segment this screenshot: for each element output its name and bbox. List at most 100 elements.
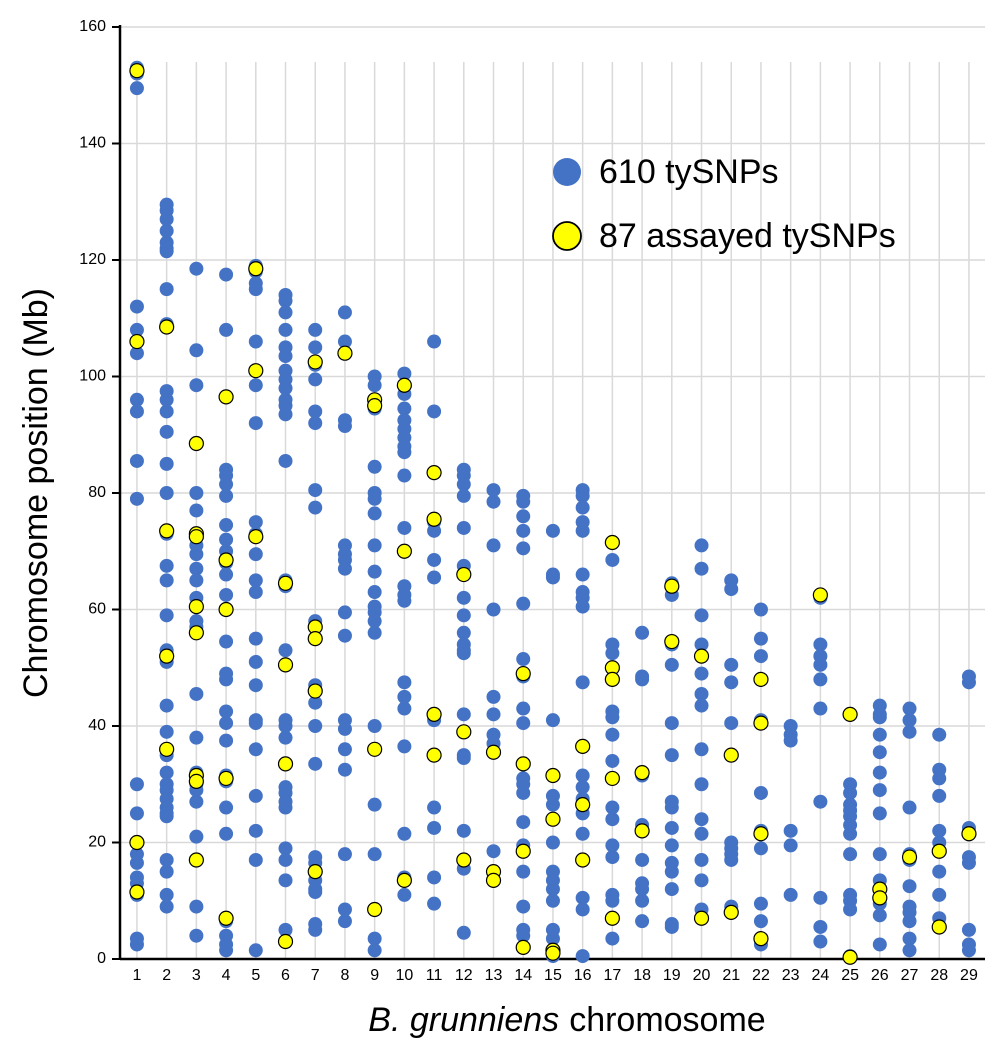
x-tick-label: 15 xyxy=(544,967,562,984)
data-point xyxy=(545,523,560,538)
data-point xyxy=(397,445,412,460)
data-point xyxy=(664,633,680,650)
data-point xyxy=(456,477,471,492)
y-tick-label: 60 xyxy=(88,601,106,618)
data-point xyxy=(248,585,263,600)
data-point xyxy=(604,770,620,787)
data-point xyxy=(872,783,887,798)
data-point xyxy=(307,631,323,647)
data-point xyxy=(159,573,174,588)
data-point xyxy=(872,937,887,952)
data-point xyxy=(367,625,382,640)
data-point xyxy=(961,855,976,870)
data-point xyxy=(575,852,591,868)
data-point xyxy=(189,899,204,914)
data-point xyxy=(516,815,531,830)
data-point xyxy=(694,826,709,841)
data-point xyxy=(367,398,383,414)
data-point xyxy=(872,745,887,760)
data-point xyxy=(159,608,174,623)
data-point xyxy=(219,322,234,337)
data-point xyxy=(961,826,977,842)
data-point xyxy=(278,719,293,733)
data-point xyxy=(397,468,412,483)
data-point xyxy=(277,933,294,950)
data-point xyxy=(902,931,917,946)
data-point xyxy=(278,381,293,396)
data-point xyxy=(189,547,204,562)
data-point xyxy=(575,523,590,538)
data-point xyxy=(278,841,293,856)
data-point xyxy=(427,870,442,885)
data-point xyxy=(159,456,174,471)
data-point xyxy=(872,765,887,780)
data-point xyxy=(575,780,590,795)
data-point xyxy=(694,561,709,576)
data-point xyxy=(753,826,769,842)
data-point xyxy=(723,747,739,763)
data-point xyxy=(189,686,204,701)
data-point xyxy=(694,852,709,867)
data-point xyxy=(516,785,531,800)
data-point xyxy=(218,389,234,405)
data-point xyxy=(189,928,204,943)
data-point xyxy=(367,797,382,812)
data-point xyxy=(456,707,471,722)
y-axis-title: Chromosome position (Mb) xyxy=(17,288,55,698)
data-point xyxy=(604,671,620,688)
data-point xyxy=(902,943,917,958)
x-tick-label: 22 xyxy=(752,967,770,984)
data-point xyxy=(961,943,976,958)
data-point xyxy=(159,558,174,573)
data-point xyxy=(932,771,947,786)
data-point xyxy=(159,741,175,757)
data-point xyxy=(367,847,382,862)
data-point xyxy=(426,747,442,763)
data-point xyxy=(278,322,293,337)
data-point xyxy=(188,598,204,615)
data-point xyxy=(694,686,709,701)
data-point xyxy=(664,748,679,763)
data-point xyxy=(664,882,679,897)
data-point xyxy=(307,864,323,880)
data-point xyxy=(397,366,412,381)
data-point xyxy=(159,486,174,500)
data-point xyxy=(337,762,352,777)
data-point xyxy=(129,322,144,337)
data-point xyxy=(367,901,383,918)
data-point xyxy=(396,872,412,888)
data-point xyxy=(872,710,887,725)
data-point xyxy=(961,675,976,690)
data-point xyxy=(456,925,471,940)
y-tick-label: 160 xyxy=(79,18,106,35)
data-point xyxy=(278,800,293,815)
data-point xyxy=(337,561,352,576)
data-point xyxy=(605,850,620,865)
data-point xyxy=(189,829,204,844)
data-point xyxy=(694,538,709,553)
x-tick-label: 5 xyxy=(251,967,260,984)
data-point xyxy=(932,788,947,803)
data-point xyxy=(277,657,294,673)
data-point xyxy=(694,637,709,652)
data-point xyxy=(159,724,174,739)
data-point xyxy=(693,648,710,664)
data-point xyxy=(604,910,620,926)
data-point xyxy=(635,852,650,867)
data-point xyxy=(219,672,234,687)
data-point xyxy=(932,823,947,838)
x-tick-label: 23 xyxy=(782,967,800,984)
data-point xyxy=(159,282,174,297)
data-point xyxy=(337,721,352,736)
data-point xyxy=(397,675,412,690)
data-point xyxy=(456,852,472,868)
data-point xyxy=(753,785,768,800)
data-point xyxy=(278,293,293,308)
data-point xyxy=(189,561,204,576)
x-tick-label: 24 xyxy=(811,967,829,984)
data-point xyxy=(248,678,263,693)
data-point xyxy=(218,910,234,926)
data-point xyxy=(219,704,234,719)
data-point xyxy=(189,573,204,588)
data-point xyxy=(248,852,263,867)
